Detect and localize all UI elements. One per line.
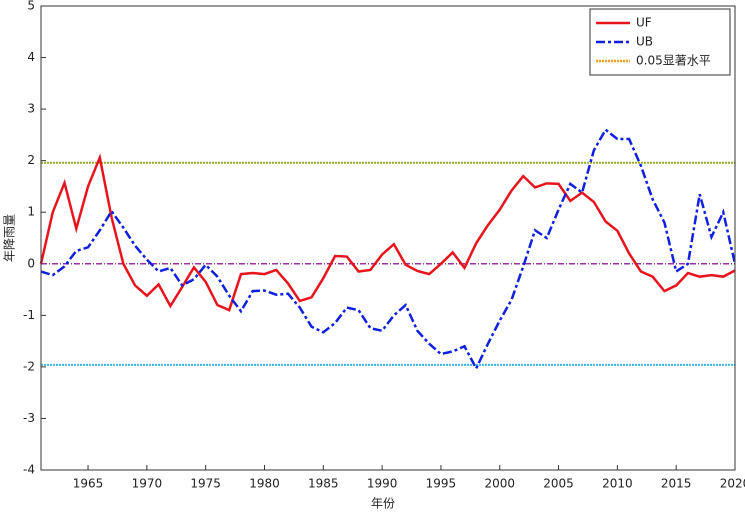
legend-label: UB [636,35,653,49]
y-tick-label: -1 [23,308,35,322]
series-line [39,153,736,312]
x-tick-label: 2015 [661,477,692,491]
x-tick-label: 1995 [426,477,457,491]
y-tick-label: 0 [27,256,35,270]
x-tick-label: 1965 [73,477,104,491]
series-line [40,127,737,372]
y-tick-label: 1 [27,205,35,219]
x-tick-label: 2005 [543,477,574,491]
y-tick-label: 4 [27,50,35,64]
x-tick-label: 1970 [132,477,163,491]
y-tick-label: -2 [23,359,35,373]
x-tick-label: 2000 [484,477,515,491]
y-tick-label: -4 [23,463,35,477]
x-tick-label: 1990 [367,477,398,491]
y-tick-label: 5 [27,0,35,13]
x-axis-label: 年份 [371,497,395,511]
plot-frame [40,5,736,471]
x-tick-label: 2020 [720,477,745,491]
y-tick-label: -3 [23,411,35,425]
x-tick-label: 1975 [190,477,221,491]
legend-label: 0.05显著水平 [636,54,711,68]
y-tick-label: 3 [27,102,35,116]
y-tick-label: 2 [27,153,35,167]
y-axis-label: 年降雨量 [3,214,17,262]
x-tick-label: 2010 [602,477,633,491]
x-tick-label: 1985 [308,477,339,491]
legend-label: UF [636,16,652,30]
legend-box [589,8,731,76]
x-tick-label: 1980 [249,477,280,491]
